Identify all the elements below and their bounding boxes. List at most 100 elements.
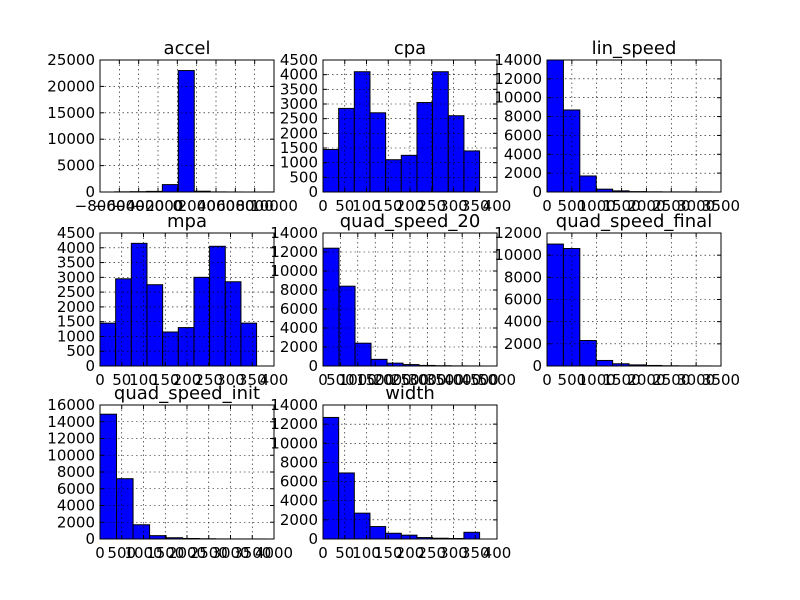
x-tick-label: 4000 bbox=[197, 197, 235, 215]
subplot-cpa: 0 501001502002503003504000500100015002000… bbox=[280, 38, 512, 215]
x-tick-label: 0 bbox=[318, 544, 328, 562]
histogram-bar bbox=[400, 154, 418, 193]
histogram-bar bbox=[463, 531, 481, 540]
y-tick-label: 2000 bbox=[280, 338, 318, 356]
y-tick-label: 4000 bbox=[280, 319, 318, 337]
y-tick-label: 14000 bbox=[47, 413, 95, 431]
subplot-lin-speed: 0 500100015002000250030003500020004000600… bbox=[494, 38, 740, 215]
x-tick-label: 0 bbox=[542, 197, 552, 215]
x-tick-label: 150 bbox=[151, 371, 180, 389]
x-tick-label: 3000 bbox=[677, 197, 715, 215]
y-tick-label: 2500 bbox=[280, 110, 318, 128]
x-tick-label: 1000 bbox=[339, 371, 377, 389]
x-tick-label: 250 bbox=[417, 197, 446, 215]
x-tick-label: 1500 bbox=[356, 371, 394, 389]
y-tick-label: 4500 bbox=[57, 224, 95, 242]
x-tick-label: −8000 bbox=[75, 197, 126, 215]
x-tick-label: 3500 bbox=[702, 371, 740, 389]
histogram-bar bbox=[546, 59, 564, 193]
subplot-title: quad_speed_20 bbox=[340, 211, 481, 232]
y-tick-label: 6000 bbox=[280, 473, 318, 491]
histogram-bar bbox=[132, 524, 151, 540]
x-tick-label: 100 bbox=[352, 544, 381, 562]
y-tick-label: 0 bbox=[85, 183, 95, 201]
y-tick-label: 4000 bbox=[57, 239, 95, 257]
y-tick-label: 3000 bbox=[57, 268, 95, 286]
y-tick-label: 10000 bbox=[47, 446, 95, 464]
subplot-width: 0 501001502002503003504000200040006000800… bbox=[270, 383, 511, 562]
x-tick-label: 2500 bbox=[652, 371, 690, 389]
x-tick-label: −4000 bbox=[113, 197, 164, 215]
x-tick-label: 200 bbox=[173, 371, 202, 389]
histogram-bar bbox=[240, 322, 258, 367]
histogram-bar bbox=[416, 102, 434, 193]
histogram-bar bbox=[177, 327, 195, 367]
x-tick-label: 500 bbox=[326, 371, 355, 389]
x-tick-label: 2000 bbox=[627, 371, 665, 389]
histogram-bar bbox=[116, 478, 134, 540]
y-tick-label: 4000 bbox=[504, 145, 542, 163]
y-tick-label: 8000 bbox=[280, 281, 318, 299]
y-tick-label: 4000 bbox=[280, 492, 318, 510]
x-tick-label: 0 bbox=[542, 371, 552, 389]
y-tick-label: 0 bbox=[308, 357, 318, 375]
y-tick-label: 8000 bbox=[280, 453, 318, 471]
y-tick-label: 10000 bbox=[270, 262, 318, 280]
x-tick-label: 50 bbox=[335, 544, 354, 562]
x-tick-label: 350 bbox=[461, 197, 490, 215]
y-tick-label: 14000 bbox=[270, 396, 318, 414]
y-tick-label: 4500 bbox=[280, 51, 318, 69]
y-tick-label: 15000 bbox=[47, 104, 95, 122]
x-tick-label: 3500 bbox=[233, 544, 271, 562]
y-tick-label: 10000 bbox=[494, 89, 542, 107]
x-tick-label: 0 bbox=[173, 197, 183, 215]
histogram-bar bbox=[400, 534, 418, 540]
y-tick-label: 2000 bbox=[57, 298, 95, 316]
axes-frame bbox=[99, 59, 275, 193]
subplot-title: quad_speed_init bbox=[114, 383, 260, 404]
subplot-title: accel bbox=[164, 38, 211, 59]
x-tick-label: 8000 bbox=[236, 197, 274, 215]
histogram-bar bbox=[149, 535, 167, 540]
histogram-bar bbox=[322, 416, 340, 540]
y-tick-label: 6000 bbox=[57, 480, 95, 498]
x-tick-label: 350 bbox=[238, 371, 267, 389]
y-tick-label: 12000 bbox=[494, 224, 542, 242]
y-tick-label: 500 bbox=[289, 168, 318, 186]
y-tick-label: 1000 bbox=[57, 327, 95, 345]
y-tick-label: 12000 bbox=[47, 430, 95, 448]
y-tick-label: 16000 bbox=[47, 396, 95, 414]
histogram-bar bbox=[447, 115, 465, 193]
y-tick-label: 0 bbox=[308, 183, 318, 201]
y-tick-label: 4000 bbox=[280, 66, 318, 84]
histogram-bar bbox=[579, 340, 597, 367]
x-tick-label: −2000 bbox=[133, 197, 184, 215]
x-tick-label: 3000 bbox=[677, 371, 715, 389]
x-tick-label: 200 bbox=[396, 197, 425, 215]
y-tick-label: 10000 bbox=[270, 434, 318, 452]
x-tick-label: 2000 bbox=[627, 197, 665, 215]
histogram-bar bbox=[546, 243, 564, 367]
y-tick-label: 25000 bbox=[47, 51, 95, 69]
x-tick-label: 2000 bbox=[374, 371, 412, 389]
subplot-quad-speed-20: 0500100015002000250030003500400045005000… bbox=[270, 211, 516, 389]
x-tick-label: 50 bbox=[112, 371, 131, 389]
axes-frame bbox=[546, 59, 722, 193]
x-tick-label: 2500 bbox=[391, 371, 429, 389]
y-tick-label: 3500 bbox=[280, 80, 318, 98]
y-tick-label: 2000 bbox=[280, 124, 318, 142]
histogram-bar bbox=[224, 281, 242, 367]
histogram-bar bbox=[463, 150, 481, 193]
x-tick-label: 200 bbox=[396, 544, 425, 562]
y-tick-label: 4000 bbox=[57, 497, 95, 515]
y-tick-label: 3000 bbox=[280, 95, 318, 113]
y-tick-label: 2000 bbox=[504, 164, 542, 182]
subplot-title: width bbox=[385, 383, 435, 404]
x-tick-label: 250 bbox=[417, 544, 446, 562]
x-tick-label: −6000 bbox=[94, 197, 145, 215]
histogram-bar bbox=[369, 526, 387, 540]
x-tick-label: 1000 bbox=[578, 197, 616, 215]
x-tick-label: 400 bbox=[483, 544, 512, 562]
subplot-mpa: 0 501001502002503003504000500100015002000… bbox=[57, 211, 289, 389]
histogram-bar bbox=[579, 175, 597, 193]
